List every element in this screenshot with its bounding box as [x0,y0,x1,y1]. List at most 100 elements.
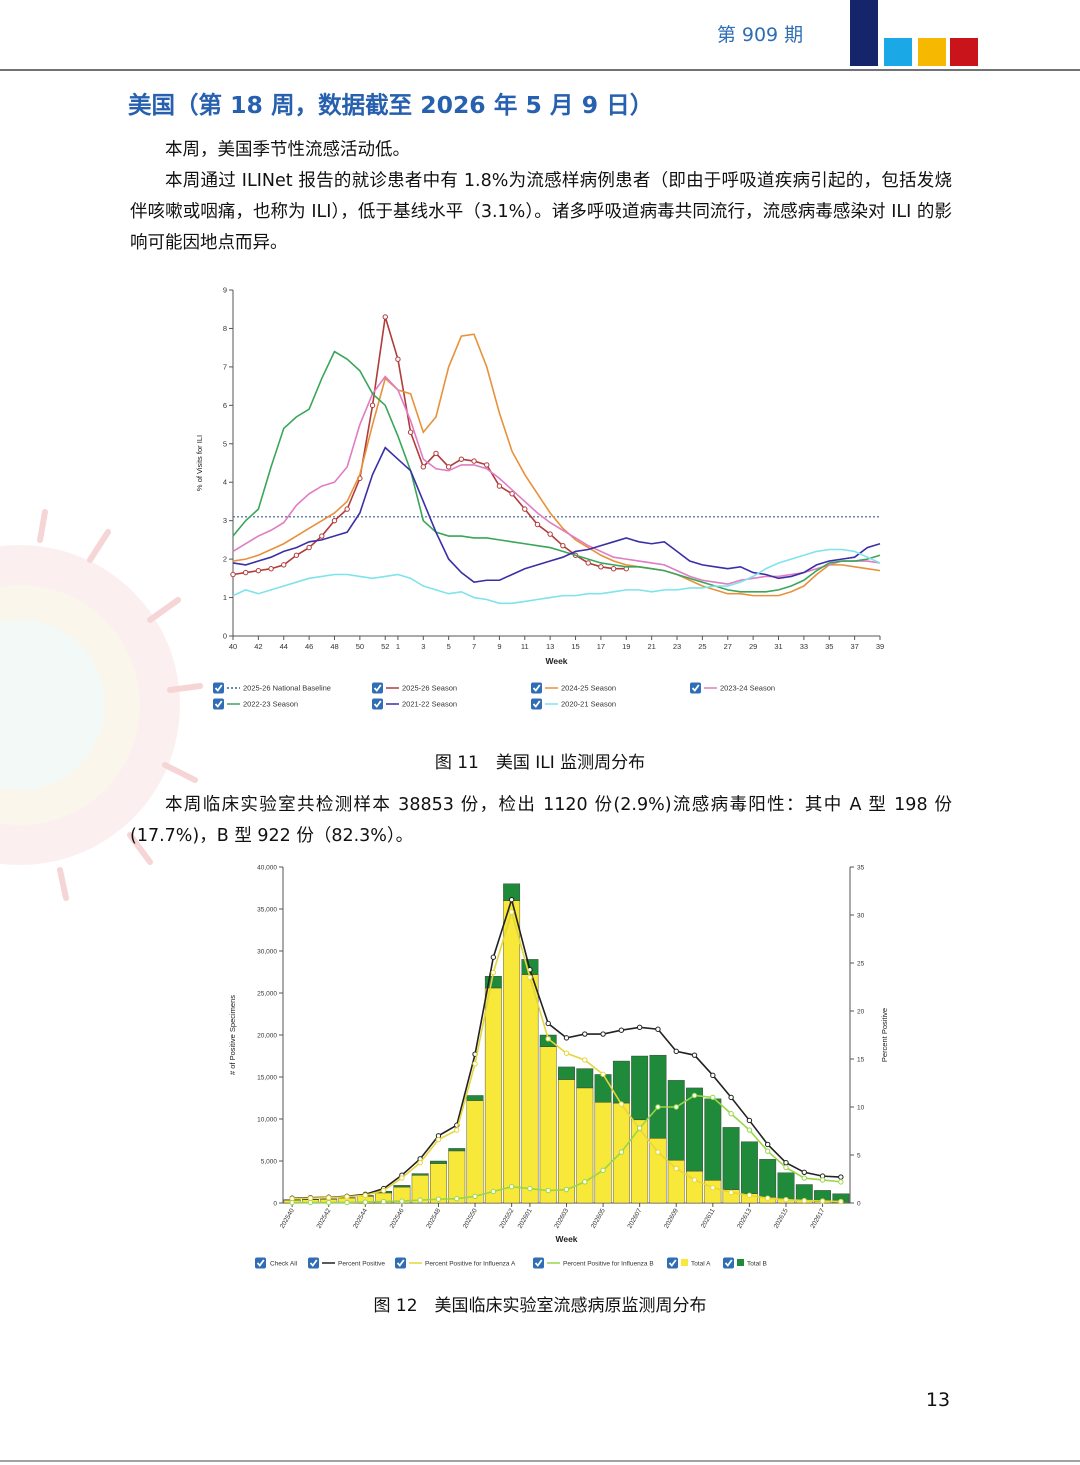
point [380,1187,387,1194]
x-tick-label: 202544 [352,1207,369,1230]
y2-tick-label: 5 [857,1153,861,1160]
point [527,1185,533,1192]
point [326,1195,332,1201]
point [289,1199,295,1206]
point [490,969,497,976]
bar [448,1148,466,1152]
checkbox-check [532,700,541,708]
point [454,1127,460,1133]
legend-label: 2023-24 Season [720,684,775,693]
point [433,450,439,457]
checkbox-box [667,1257,678,1269]
x-tick-label: 42 [254,642,262,651]
series-line [232,548,881,605]
legend-checkbox[interactable] [723,1257,734,1269]
point [417,1159,423,1166]
point [746,1117,753,1124]
x-tick-label: 1 [396,642,400,651]
point [509,491,515,497]
point [819,1177,826,1183]
legend-label: Percent Positive for Influenza A [425,1261,516,1268]
y-tick-label: 0 [223,632,227,641]
legend-checkbox[interactable] [531,698,542,710]
header-block [950,38,978,66]
point [728,1094,734,1101]
y2-tick-label: 15 [857,1057,865,1064]
x-tick-label: 202546 [389,1207,406,1230]
point [582,1031,588,1037]
point [399,1198,405,1204]
bar [393,1185,411,1188]
point [326,1199,332,1206]
bar [777,1172,795,1200]
legend-checkbox[interactable] [308,1257,319,1269]
legend-label: Percent Positive for Influenza B [563,1261,654,1268]
legend-checkbox[interactable] [213,682,224,694]
legend-label: 2025-26 Season [402,684,457,693]
x-tick-label: 23 [673,642,681,651]
issue-number: 第 909 期 [716,24,804,46]
point [344,1199,350,1206]
point [407,429,414,435]
legend-checkbox[interactable] [533,1257,544,1269]
series-line [232,316,627,576]
point [417,1197,423,1203]
legend-checkbox[interactable] [531,682,542,694]
point [691,1177,698,1183]
point [435,1136,442,1143]
point [655,1026,661,1032]
point [545,1020,551,1027]
legend-swatch [737,1259,744,1266]
bar [740,1141,758,1194]
point [710,1094,716,1101]
point [268,566,274,572]
y-tick-label: 9 [223,286,227,295]
legend-checkbox[interactable] [255,1257,266,1269]
point [496,483,503,489]
point [307,1195,314,1201]
bar [612,1060,630,1104]
checkbox-check [309,1259,318,1267]
checkbox-box [372,682,383,694]
bar [558,1066,575,1080]
x-tick-label: 202611 [700,1207,717,1229]
legend-checkbox[interactable] [667,1257,678,1269]
checkbox-box [308,1257,319,1269]
legend-checkbox[interactable] [213,698,224,710]
point [420,464,426,470]
bar [722,1127,740,1190]
y2-tick-label: 30 [857,913,865,920]
x-tick-label: 25 [698,642,706,651]
checkbox-box [213,682,224,694]
point [319,533,325,539]
point [471,458,477,464]
point [255,567,262,574]
legend-checkbox[interactable] [372,682,383,694]
checkbox-check [373,684,382,692]
point [306,544,312,551]
legend-checkbox[interactable] [372,698,383,710]
x-tick-label: 7 [472,642,476,651]
y-tick-label: 5,000 [261,1159,278,1166]
y2-tick-label: 35 [857,865,865,872]
bar [484,987,502,1204]
point [636,1125,643,1131]
point [673,1104,679,1110]
x-tick-label: 202540 [279,1207,296,1230]
x-tick-label: 202615 [773,1207,790,1230]
y-tick-label: 8 [223,324,227,333]
point [490,954,497,960]
bar [686,1087,703,1172]
bar [448,1150,466,1204]
legend-checkbox[interactable] [395,1257,406,1269]
checkbox-check [691,684,700,692]
y-tick-label: 5 [223,439,227,448]
point [293,552,300,558]
point [636,1024,643,1031]
point [610,566,617,572]
x-tick-label: 202601 [517,1207,534,1230]
bar [411,1173,429,1176]
legend-checkbox[interactable] [690,682,701,694]
series-line [232,333,881,597]
x-tick-label: 33 [800,642,808,651]
